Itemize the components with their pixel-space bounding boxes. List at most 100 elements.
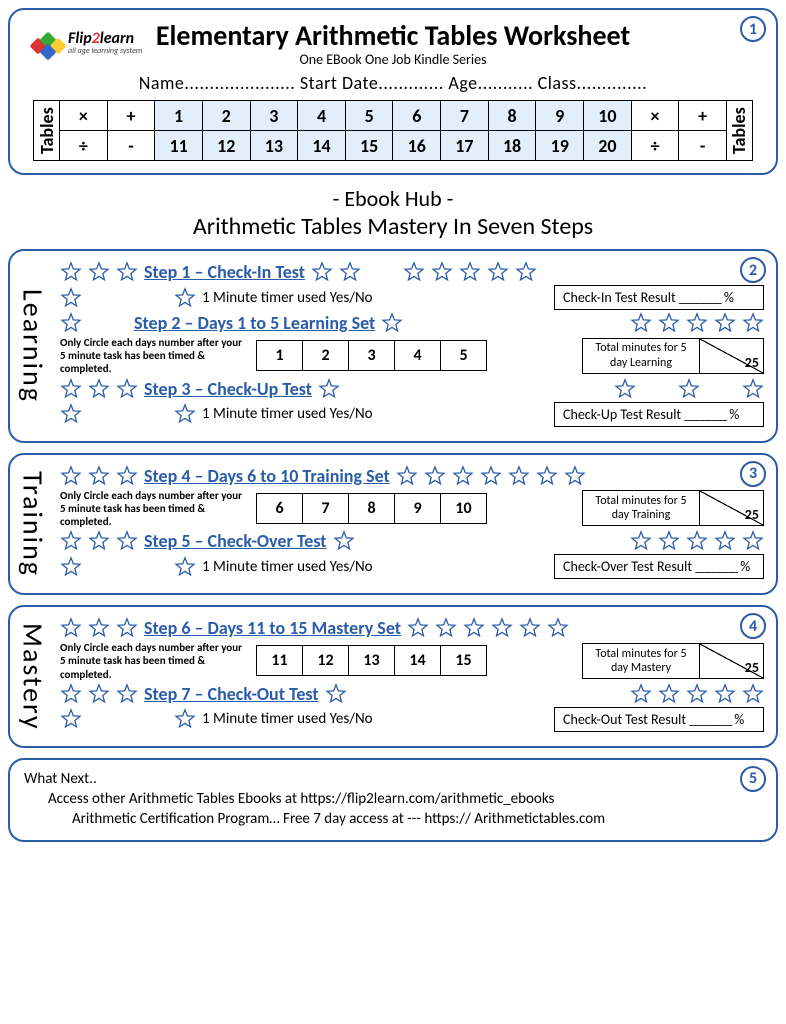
star-icon	[88, 530, 110, 552]
step7-timer-text: 1 Minute timer used Yes/No	[202, 710, 373, 728]
star-icon	[452, 465, 474, 487]
star-icon	[686, 530, 708, 552]
star-icon	[508, 465, 530, 487]
step2-link[interactable]: Step 2 – Days 1 to 5 Learning Set	[134, 312, 375, 334]
star-icon	[564, 465, 586, 487]
star-icon	[60, 378, 82, 400]
step3-link[interactable]: Step 3 – Check-Up Test	[144, 378, 312, 400]
training-panel: 3 Training Step 4 – Days 6 to 10 Trainin…	[8, 453, 778, 596]
step1-link[interactable]: Step 1 – Check-In Test	[144, 261, 305, 283]
star-icon	[174, 556, 196, 578]
learning-instructions: Only Circle each days number after your …	[60, 336, 250, 376]
star-icon	[407, 617, 429, 639]
header-panel: 1 Flip2learn all age learning system Ele…	[8, 8, 778, 175]
star-icon	[435, 617, 457, 639]
star-icon	[88, 683, 110, 705]
footer-cert-link: Arithmetic Certification Program… Free 7…	[72, 810, 762, 828]
checkin-result-box: Check-In Test Result _______ %	[554, 285, 764, 310]
mastery-side-label: Mastery	[16, 607, 50, 746]
star-icon	[678, 378, 700, 400]
step7-link[interactable]: Step 7 – Check-Out Test	[144, 683, 319, 705]
star-icon	[487, 261, 509, 283]
star-icon	[424, 465, 446, 487]
training-side-label: Training	[16, 455, 50, 594]
checkover-result-box: Check-Over Test Result _______ %	[554, 554, 764, 579]
star-icon	[480, 465, 502, 487]
star-icon	[60, 312, 82, 334]
star-icon	[714, 312, 736, 334]
star-icon	[630, 312, 652, 334]
star-icon	[519, 617, 541, 639]
step3-timer-text: 1 Minute timer used Yes/No	[202, 405, 373, 423]
mastery-total-box: Total minutes for 5 day Mastery 25	[582, 643, 764, 679]
mastery-days-table: 1112131415	[256, 645, 487, 676]
star-icon	[714, 530, 736, 552]
star-icon	[630, 683, 652, 705]
star-icon	[60, 683, 82, 705]
star-icon	[60, 261, 82, 283]
star-icon	[658, 683, 680, 705]
star-icon	[536, 465, 558, 487]
star-icon	[318, 378, 340, 400]
hub-subtitle: Arithmetic Tables Mastery In Seven Steps	[8, 212, 778, 241]
star-icon	[311, 261, 333, 283]
star-icon	[174, 287, 196, 309]
footer-heading: What Next..	[24, 770, 762, 788]
learning-panel: 2 Learning Step 1 – Check-In Test 1 Minu…	[8, 249, 778, 443]
mastery-instructions: Only Circle each days number after your …	[60, 641, 250, 681]
star-icon	[396, 465, 418, 487]
logo-blocks-icon	[30, 30, 64, 56]
step5-link[interactable]: Step 5 – Check-Over Test	[144, 530, 327, 552]
star-icon	[60, 465, 82, 487]
star-icon	[88, 261, 110, 283]
star-icon	[463, 617, 485, 639]
star-icon	[333, 530, 355, 552]
fields-line: Name...................... Start Date...…	[22, 72, 764, 94]
star-icon	[174, 708, 196, 730]
star-icon	[116, 465, 138, 487]
training-instructions: Only Circle each days number after your …	[60, 489, 250, 529]
checkout-result-box: Check-Out Test Result _______ %	[554, 707, 764, 732]
learning-side-label: Learning	[16, 251, 50, 441]
star-icon	[742, 530, 764, 552]
training-days-table: 678910	[256, 493, 487, 524]
panel-badge-5: 5	[740, 766, 766, 792]
star-icon	[742, 378, 764, 400]
step1-timer-text: 1 Minute timer used Yes/No	[202, 289, 373, 307]
star-icon	[630, 530, 652, 552]
learning-total-box: Total minutes for 5 day Learning 25	[582, 338, 764, 374]
step6-link[interactable]: Step 6 – Days 11 to 15 Mastery Set	[144, 617, 401, 639]
star-icon	[515, 261, 537, 283]
step4-link[interactable]: Step 4 – Days 6 to 10 Training Set	[144, 465, 390, 487]
star-icon	[658, 530, 680, 552]
star-icon	[116, 261, 138, 283]
star-icon	[459, 261, 481, 283]
footer-ebooks-link: Access other Arithmetic Tables Ebooks at…	[48, 790, 762, 808]
star-icon	[60, 287, 82, 309]
star-icon	[60, 617, 82, 639]
tables-label-right: Tables	[726, 101, 752, 161]
star-icon	[614, 378, 636, 400]
star-icon	[174, 403, 196, 425]
learning-days-table: 12345	[256, 340, 487, 371]
panel-badge-1: 1	[740, 16, 766, 42]
star-icon	[431, 261, 453, 283]
star-icon	[686, 683, 708, 705]
hub-title: - Ebook Hub -	[8, 185, 778, 212]
star-icon	[116, 378, 138, 400]
training-total-box: Total minutes for 5 day Training 25	[582, 490, 764, 526]
star-icon	[339, 261, 361, 283]
star-icon	[60, 403, 82, 425]
star-icon	[88, 378, 110, 400]
footer-panel: 5 What Next.. Access other Arithmetic Ta…	[8, 758, 778, 842]
star-icon	[686, 312, 708, 334]
mastery-panel: 4 Mastery Step 6 – Days 11 to 15 Mastery…	[8, 605, 778, 748]
step5-timer-text: 1 Minute timer used Yes/No	[202, 558, 373, 576]
star-icon	[325, 683, 347, 705]
star-icon	[714, 683, 736, 705]
star-icon	[88, 617, 110, 639]
star-icon	[60, 556, 82, 578]
star-icon	[116, 530, 138, 552]
star-icon	[491, 617, 513, 639]
numbers-table: Tables ×+ 12345678910 ×+ Tables ÷- 11121…	[33, 100, 753, 161]
